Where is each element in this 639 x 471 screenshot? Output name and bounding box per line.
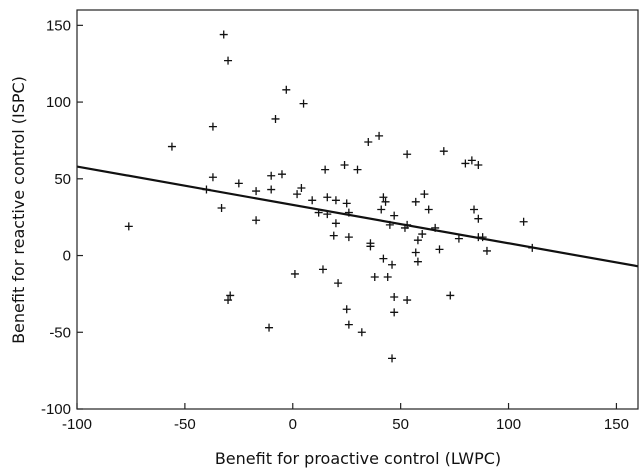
data-point <box>446 291 455 300</box>
data-point <box>388 260 397 269</box>
data-point <box>375 131 384 140</box>
y-tick-label: -50 <box>49 324 71 341</box>
data-point <box>219 30 228 39</box>
data-point <box>388 354 397 363</box>
x-axis-title: Benefit for proactive control (LWPC) <box>215 449 501 468</box>
x-tick-label: 150 <box>604 416 629 433</box>
data-point <box>353 165 362 174</box>
data-point <box>314 208 323 217</box>
data-point <box>474 160 483 169</box>
data-point <box>208 122 217 131</box>
data-point <box>344 320 353 329</box>
data-point <box>379 193 388 202</box>
data-point <box>420 190 429 199</box>
data-point <box>385 220 394 229</box>
data-point <box>344 208 353 217</box>
data-point <box>308 196 317 205</box>
data-point <box>342 199 351 208</box>
y-tick-label: 100 <box>46 94 71 111</box>
data-point <box>413 257 422 266</box>
data-point <box>528 243 537 252</box>
plot-area <box>76 30 639 363</box>
data-point <box>413 236 422 245</box>
data-point <box>334 279 343 288</box>
data-point <box>435 245 444 254</box>
data-point <box>252 187 261 196</box>
y-tick-label: 50 <box>54 171 71 188</box>
data-point <box>226 291 235 300</box>
y-tick-label: -100 <box>41 401 71 418</box>
trend-line <box>76 165 639 268</box>
data-point <box>403 220 412 229</box>
data-point <box>267 171 276 180</box>
data-point <box>297 184 306 193</box>
data-point <box>370 273 379 282</box>
data-point <box>478 233 487 242</box>
data-point <box>323 193 332 202</box>
x-tick-label: 50 <box>392 416 409 433</box>
data-point <box>167 142 176 151</box>
data-point <box>331 196 340 205</box>
data-point <box>403 296 412 305</box>
data-point <box>290 269 299 278</box>
data-point <box>411 248 420 257</box>
axes: -100 -50 0 50 100 150 -100 -50 0 50 100 150 <box>41 9 639 433</box>
data-point <box>519 217 528 226</box>
data-point <box>439 147 448 156</box>
data-point <box>390 211 399 220</box>
data-point <box>379 254 388 263</box>
y-tick-label: 0 <box>63 248 71 265</box>
data-point <box>331 219 340 228</box>
x-tick-label: 100 <box>496 416 521 433</box>
data-point <box>282 85 291 94</box>
data-point <box>224 296 233 305</box>
data-point <box>390 292 399 301</box>
data-point <box>321 165 330 174</box>
y-tick-label: 150 <box>46 17 71 34</box>
data-point <box>252 216 261 225</box>
data-point <box>377 205 386 214</box>
data-point <box>224 56 233 65</box>
data-point <box>329 231 338 240</box>
data-point <box>470 205 479 214</box>
data-point <box>381 197 390 206</box>
data-point <box>424 205 433 214</box>
data-point <box>344 233 353 242</box>
data-point <box>208 173 217 182</box>
data-point <box>418 230 427 239</box>
data-point <box>340 160 349 169</box>
data-point <box>474 214 483 223</box>
x-tick-label: -50 <box>174 416 196 433</box>
data-point <box>461 159 470 168</box>
x-tick-label: -100 <box>62 416 92 433</box>
data-point <box>293 190 302 199</box>
data-point <box>299 99 308 108</box>
data-point <box>454 234 463 243</box>
data-point <box>277 170 286 179</box>
plot-frame <box>76 9 639 410</box>
data-point <box>318 265 327 274</box>
data-point <box>234 179 243 188</box>
data-point <box>383 273 392 282</box>
data-point <box>323 210 332 219</box>
data-point <box>271 114 280 123</box>
data-point <box>342 305 351 314</box>
data-point <box>411 197 420 206</box>
data-point <box>357 328 366 337</box>
data-point <box>202 185 211 194</box>
data-point <box>124 222 133 231</box>
data-point <box>482 246 491 255</box>
data-point <box>217 203 226 212</box>
data-point <box>366 239 375 248</box>
data-point <box>403 150 412 159</box>
data-point <box>267 185 276 194</box>
data-point <box>467 156 476 165</box>
data-point <box>431 223 440 232</box>
y-axis-title: Benefit for reactive control (ISPC) <box>9 76 28 344</box>
x-tick-label: 0 <box>289 416 297 433</box>
data-point <box>265 323 274 332</box>
data-point <box>390 308 399 317</box>
data-point <box>364 137 373 146</box>
